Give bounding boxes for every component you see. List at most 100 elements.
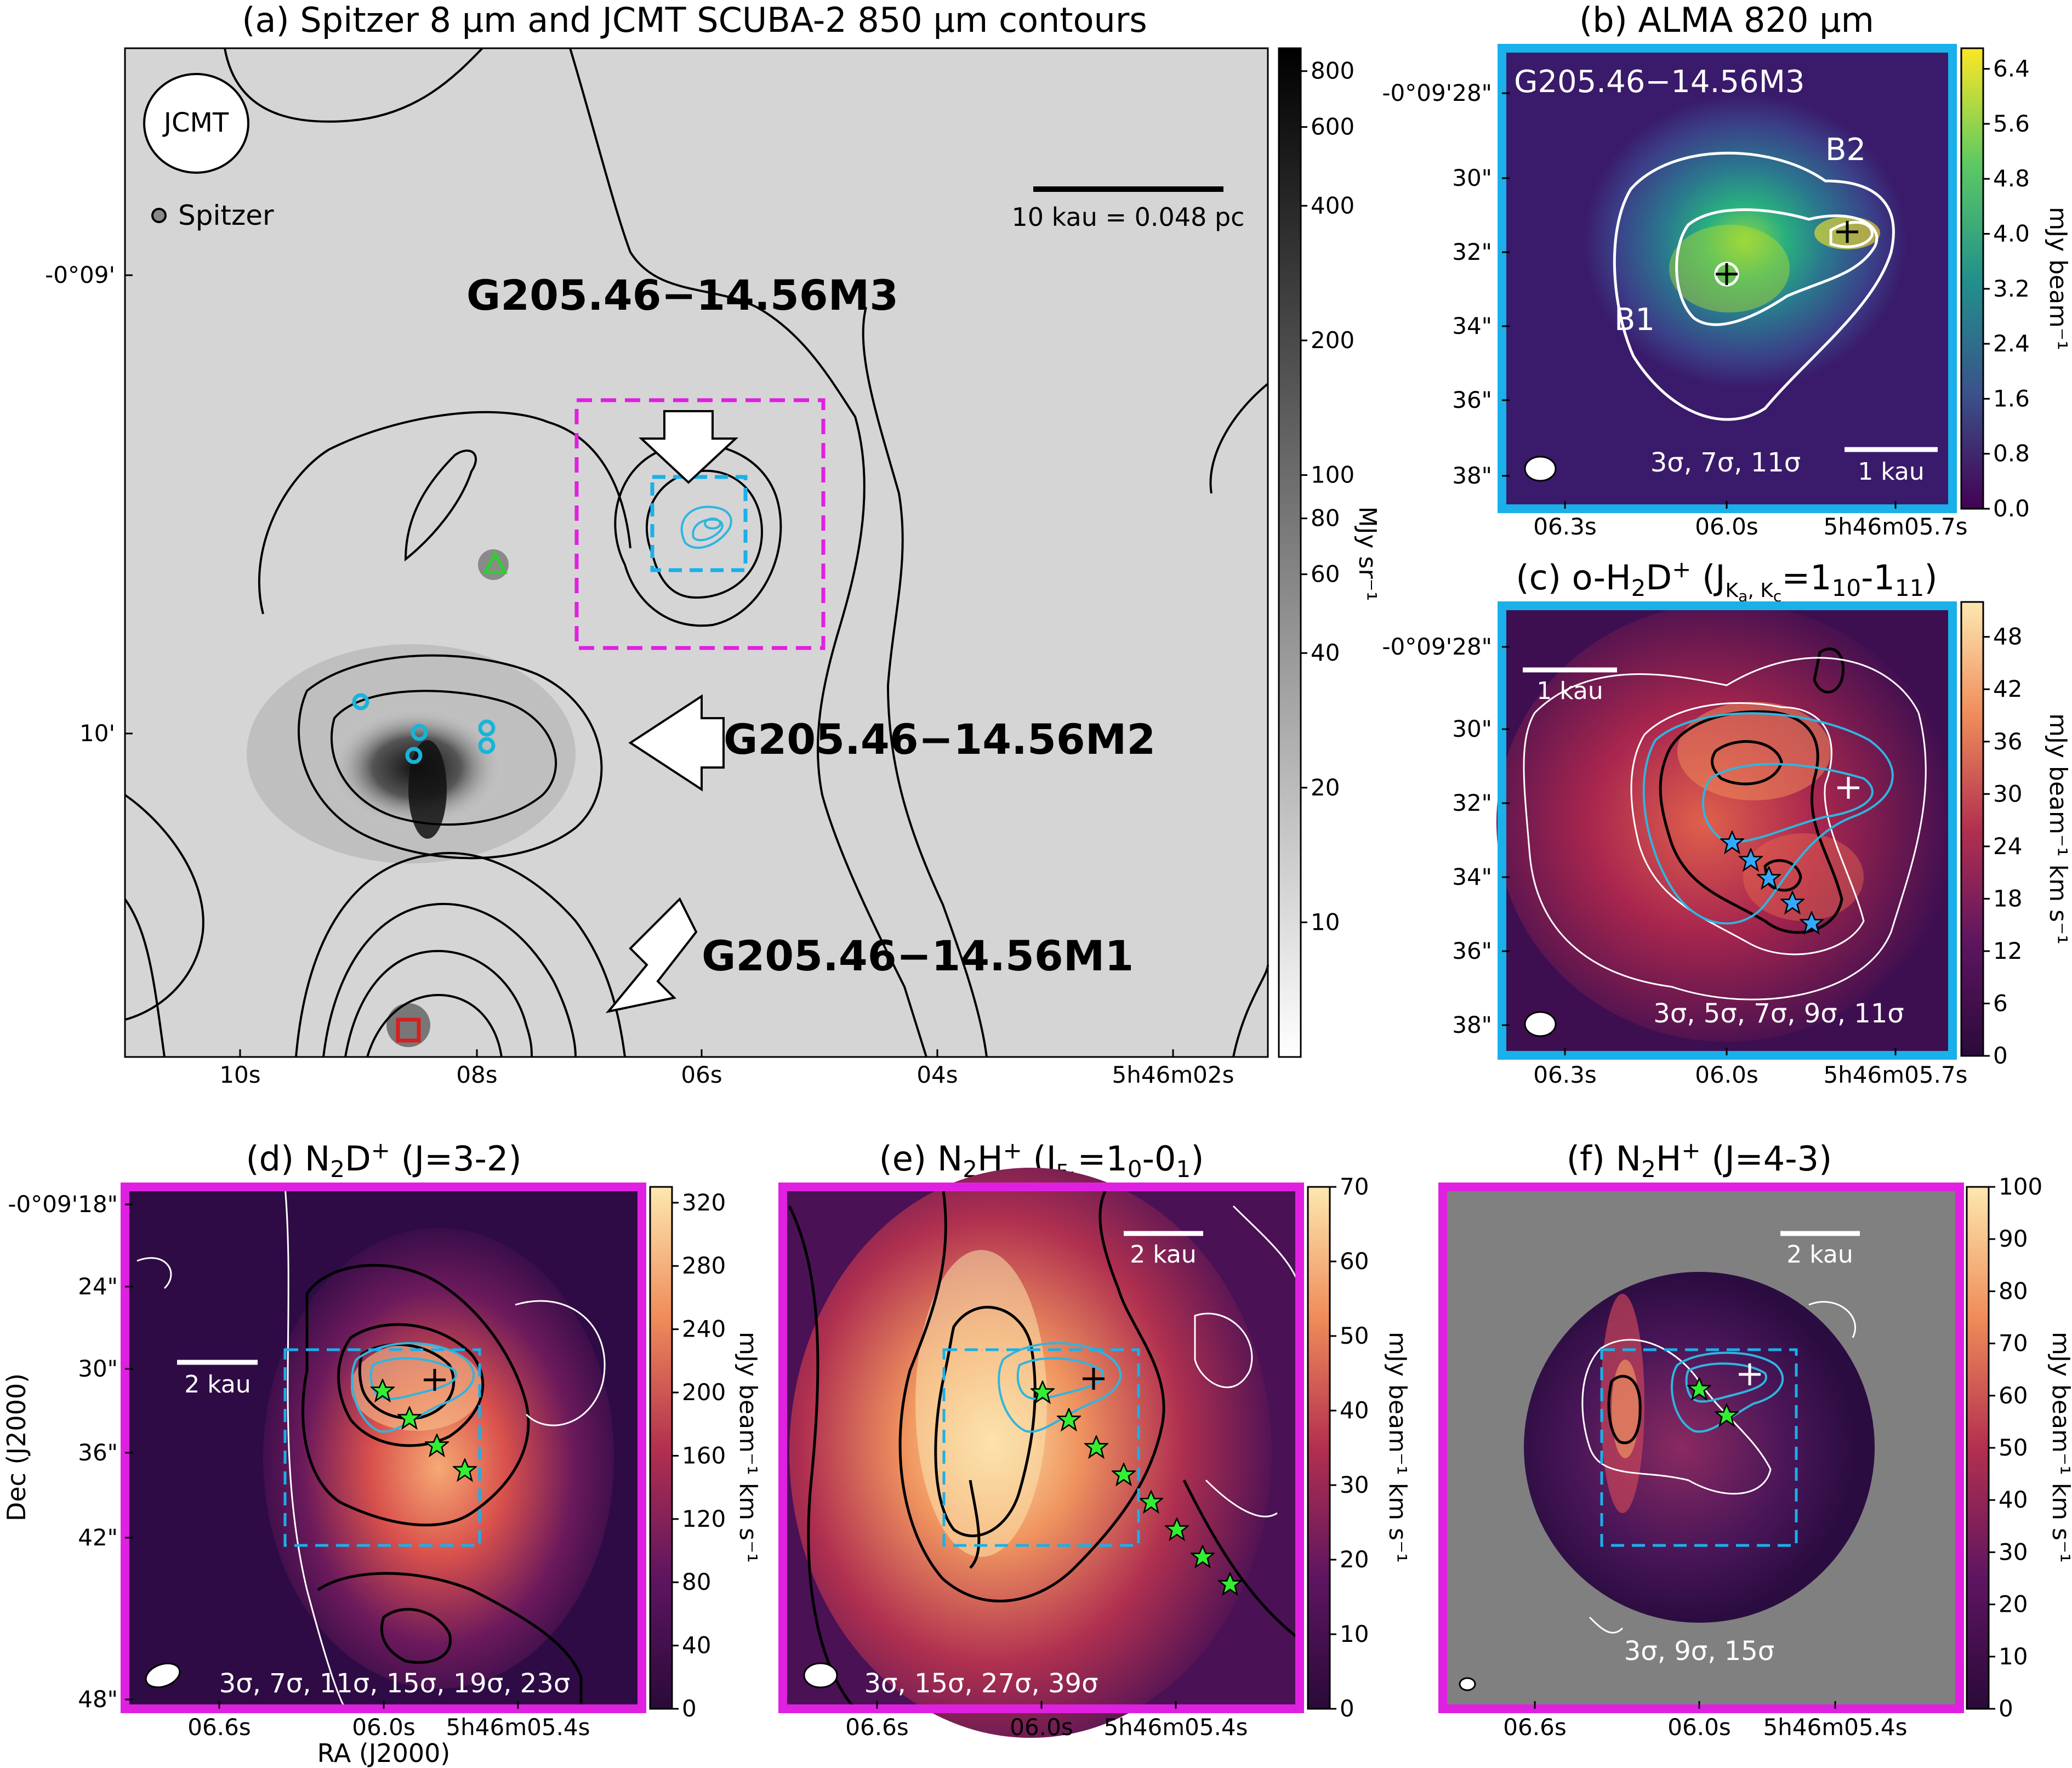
panel-a-alma-contours <box>680 505 732 549</box>
panel-c: (c) o-H2D+ (JKa, Kc=110-111) <box>1382 556 2072 1088</box>
panel-d-emission <box>263 1228 614 1689</box>
spitzer-beam-icon <box>151 208 167 223</box>
colorbar-tick-label: 20 <box>1311 774 1340 801</box>
panel-d-xticks: 06.6s 06.0s 5h46m05.4s <box>187 1701 590 1741</box>
ytick-label: 42" <box>78 1524 118 1551</box>
colorbar-tick-label: 6 <box>1993 990 2008 1016</box>
panel-c-colorbar-ticks: 48 42 36 30 24 18 12 6 0 <box>1983 623 2022 1069</box>
panel-d-colorbar <box>649 1186 673 1710</box>
panel-f-contours <box>1607 1375 1642 1445</box>
panel-f-colorbar-unit: mJy beam⁻¹ km s⁻¹ <box>2047 1332 2072 1563</box>
panel-c-emission <box>1496 603 1957 1042</box>
panel-e-contours <box>788 1186 1301 1710</box>
arrow-m2-icon <box>628 694 725 792</box>
panel-f: (f) N2H+ (J=4-3) 2 kau 3σ, 9σ, 15σ <box>1438 1137 2072 1741</box>
xtick-label: 5h46m02s <box>1112 1061 1234 1088</box>
colorbar-tick-label: 0 <box>1993 1042 2008 1069</box>
colorbar-tick-label: 0 <box>682 1695 697 1722</box>
panel-c-contour-label: 3σ, 5σ, 7σ, 9σ, 11σ <box>1653 998 1904 1029</box>
colorbar-tick-label: 0 <box>1340 1695 1354 1722</box>
panel-f-frame <box>1438 1183 1964 1713</box>
panel-b-label-b2: B2 <box>1825 132 1866 168</box>
panel-f-beam-icon <box>1459 1677 1476 1691</box>
panel-d-colorbar-ticks: 320 280 240 200 160 120 80 40 0 <box>672 1189 726 1722</box>
panel-d-scalebar-label: 2 kau <box>184 1371 251 1399</box>
colorbar-tick-label: 6.4 <box>1993 55 2030 82</box>
arrow-m3-icon <box>638 410 739 484</box>
panel-d-cyan-box <box>283 1348 481 1547</box>
colorbar-tick-label: 40 <box>1340 1397 1369 1424</box>
panel-c-colorbar <box>1960 601 1984 1057</box>
panel-b-contour-label: 3σ, 7σ, 11σ <box>1650 447 1801 478</box>
panel-f-cross <box>1739 1363 1761 1385</box>
colorbar-tick-label: 30 <box>1999 1538 2028 1565</box>
panel-e-contour-label: 3σ, 15σ, 27σ, 39σ <box>864 1668 1098 1699</box>
colorbar-tick-label: 70 <box>1999 1330 2028 1357</box>
xtick-label: 06.0s <box>1695 1061 1758 1088</box>
colorbar-tick-label: 42 <box>1993 675 2022 702</box>
xtick-label: 5h46m05.4s <box>446 1714 590 1741</box>
colorbar-tick-label: 20 <box>1340 1546 1369 1573</box>
colorbar-tick-label: 20 <box>1999 1591 2028 1618</box>
ytick-label: 30" <box>78 1355 118 1382</box>
panel-a-colorbar <box>1278 47 1302 1058</box>
colorbar-tick-label: 0 <box>1999 1695 2013 1722</box>
panel-e-alma-contours <box>998 1342 1122 1433</box>
colorbar-tick-label: 12 <box>1993 937 2022 964</box>
panel-a-yticks: -0°09' 10' <box>45 261 133 747</box>
panel-f-contour-label: 3σ, 9σ, 15σ <box>1624 1636 1774 1667</box>
panel-f-alma-contours <box>1671 1351 1784 1433</box>
xtick-label: 5h46m05.7s <box>1823 513 1967 540</box>
colorbar-tick-label: 0.8 <box>1993 440 2030 467</box>
arrow-m1-icon <box>605 897 698 1014</box>
panel-c-alma-contours <box>1642 712 1894 925</box>
panel-a-scalebar-label: 10 kau = 0.048 pc <box>1012 202 1245 232</box>
ytick-label: -0°09'28" <box>1382 79 1492 106</box>
ytick-label: 38" <box>1452 1011 1492 1038</box>
panel-a-frame <box>124 47 1269 1058</box>
ytick-label: -0°09'18" <box>8 1191 118 1218</box>
panel-c-title: (c) o-H2D+ (JKa, Kc=110-111) <box>1516 556 1937 605</box>
colorbar-tick-label: 120 <box>682 1505 726 1532</box>
xtick-label: 5h46m05.4s <box>1103 1714 1248 1741</box>
panel-c-colorbar-unit: mJy beam⁻¹ km s⁻¹ <box>2044 713 2072 945</box>
colorbar-tick-label: 5.6 <box>1993 110 2030 137</box>
panel-c-beam-icon <box>1524 1011 1557 1037</box>
panel-d-title: (d) N2D+ (J=3-2) <box>246 1137 521 1183</box>
panel-c-contours <box>1659 647 1845 934</box>
colorbar-tick-label: 80 <box>1311 505 1340 532</box>
panel-b: (b) ALMA 820 µm G205.46−14.56M3 B1 B2 3σ… <box>1382 0 2072 540</box>
ytick-label: 32" <box>1452 789 1492 816</box>
colorbar-tick-label: 100 <box>1311 462 1354 488</box>
panel-b-title: (b) ALMA 820 µm <box>1579 0 1874 40</box>
colorbar-tick-label: 60 <box>1999 1382 2028 1409</box>
panel-b-label-b1: B1 <box>1614 302 1655 338</box>
panel-f-colorbar <box>1966 1186 1990 1710</box>
colorbar-tick-label: 1.6 <box>1993 385 2030 412</box>
panel-b-scalebar-label: 1 kau <box>1858 458 1925 486</box>
colorbar-tick-label: 30 <box>1993 780 2022 807</box>
colorbar-tick-label: 3.2 <box>1993 275 2030 302</box>
ytick-label: 48" <box>78 1686 118 1713</box>
colorbar-tick-label: 36 <box>1993 728 2022 755</box>
panel-f-title: (f) N2H+ (J=4-3) <box>1567 1137 1832 1183</box>
label-m1: G205.46−14.56M1 <box>702 931 1134 980</box>
panel-b-colorbar-ticks: 6.4 5.6 4.8 4.0 3.2 2.4 1.6 0.8 0.0 <box>1983 55 2030 522</box>
ytick-label: 34" <box>1452 863 1492 890</box>
panel-b-yticks: -0°09'28" 30" 32" 34" 36" 38" <box>1382 79 1510 489</box>
panel-b-crosses <box>1716 221 1858 285</box>
panel-b-colorbar-unit: mJy beam⁻¹ <box>2044 207 2072 350</box>
colorbar-tick-label: 200 <box>682 1379 726 1406</box>
label-m3: G205.46−14.56M3 <box>466 271 898 320</box>
colorbar-tick-label: 10 <box>1311 908 1340 935</box>
colorbar-tick-label: 18 <box>1993 885 2022 912</box>
colorbar-tick-label: 40 <box>1999 1486 2028 1513</box>
xtick-label: 06.3s <box>1533 513 1596 540</box>
colorbar-tick-label: 160 <box>682 1442 726 1469</box>
panel-a-image <box>125 48 1268 1057</box>
colorbar-tick-label: 100 <box>1999 1173 2042 1200</box>
colorbar-tick-label: 600 <box>1311 113 1354 140</box>
ytick-label: 36" <box>78 1439 118 1466</box>
xtick-label: 06.6s <box>1503 1714 1566 1741</box>
